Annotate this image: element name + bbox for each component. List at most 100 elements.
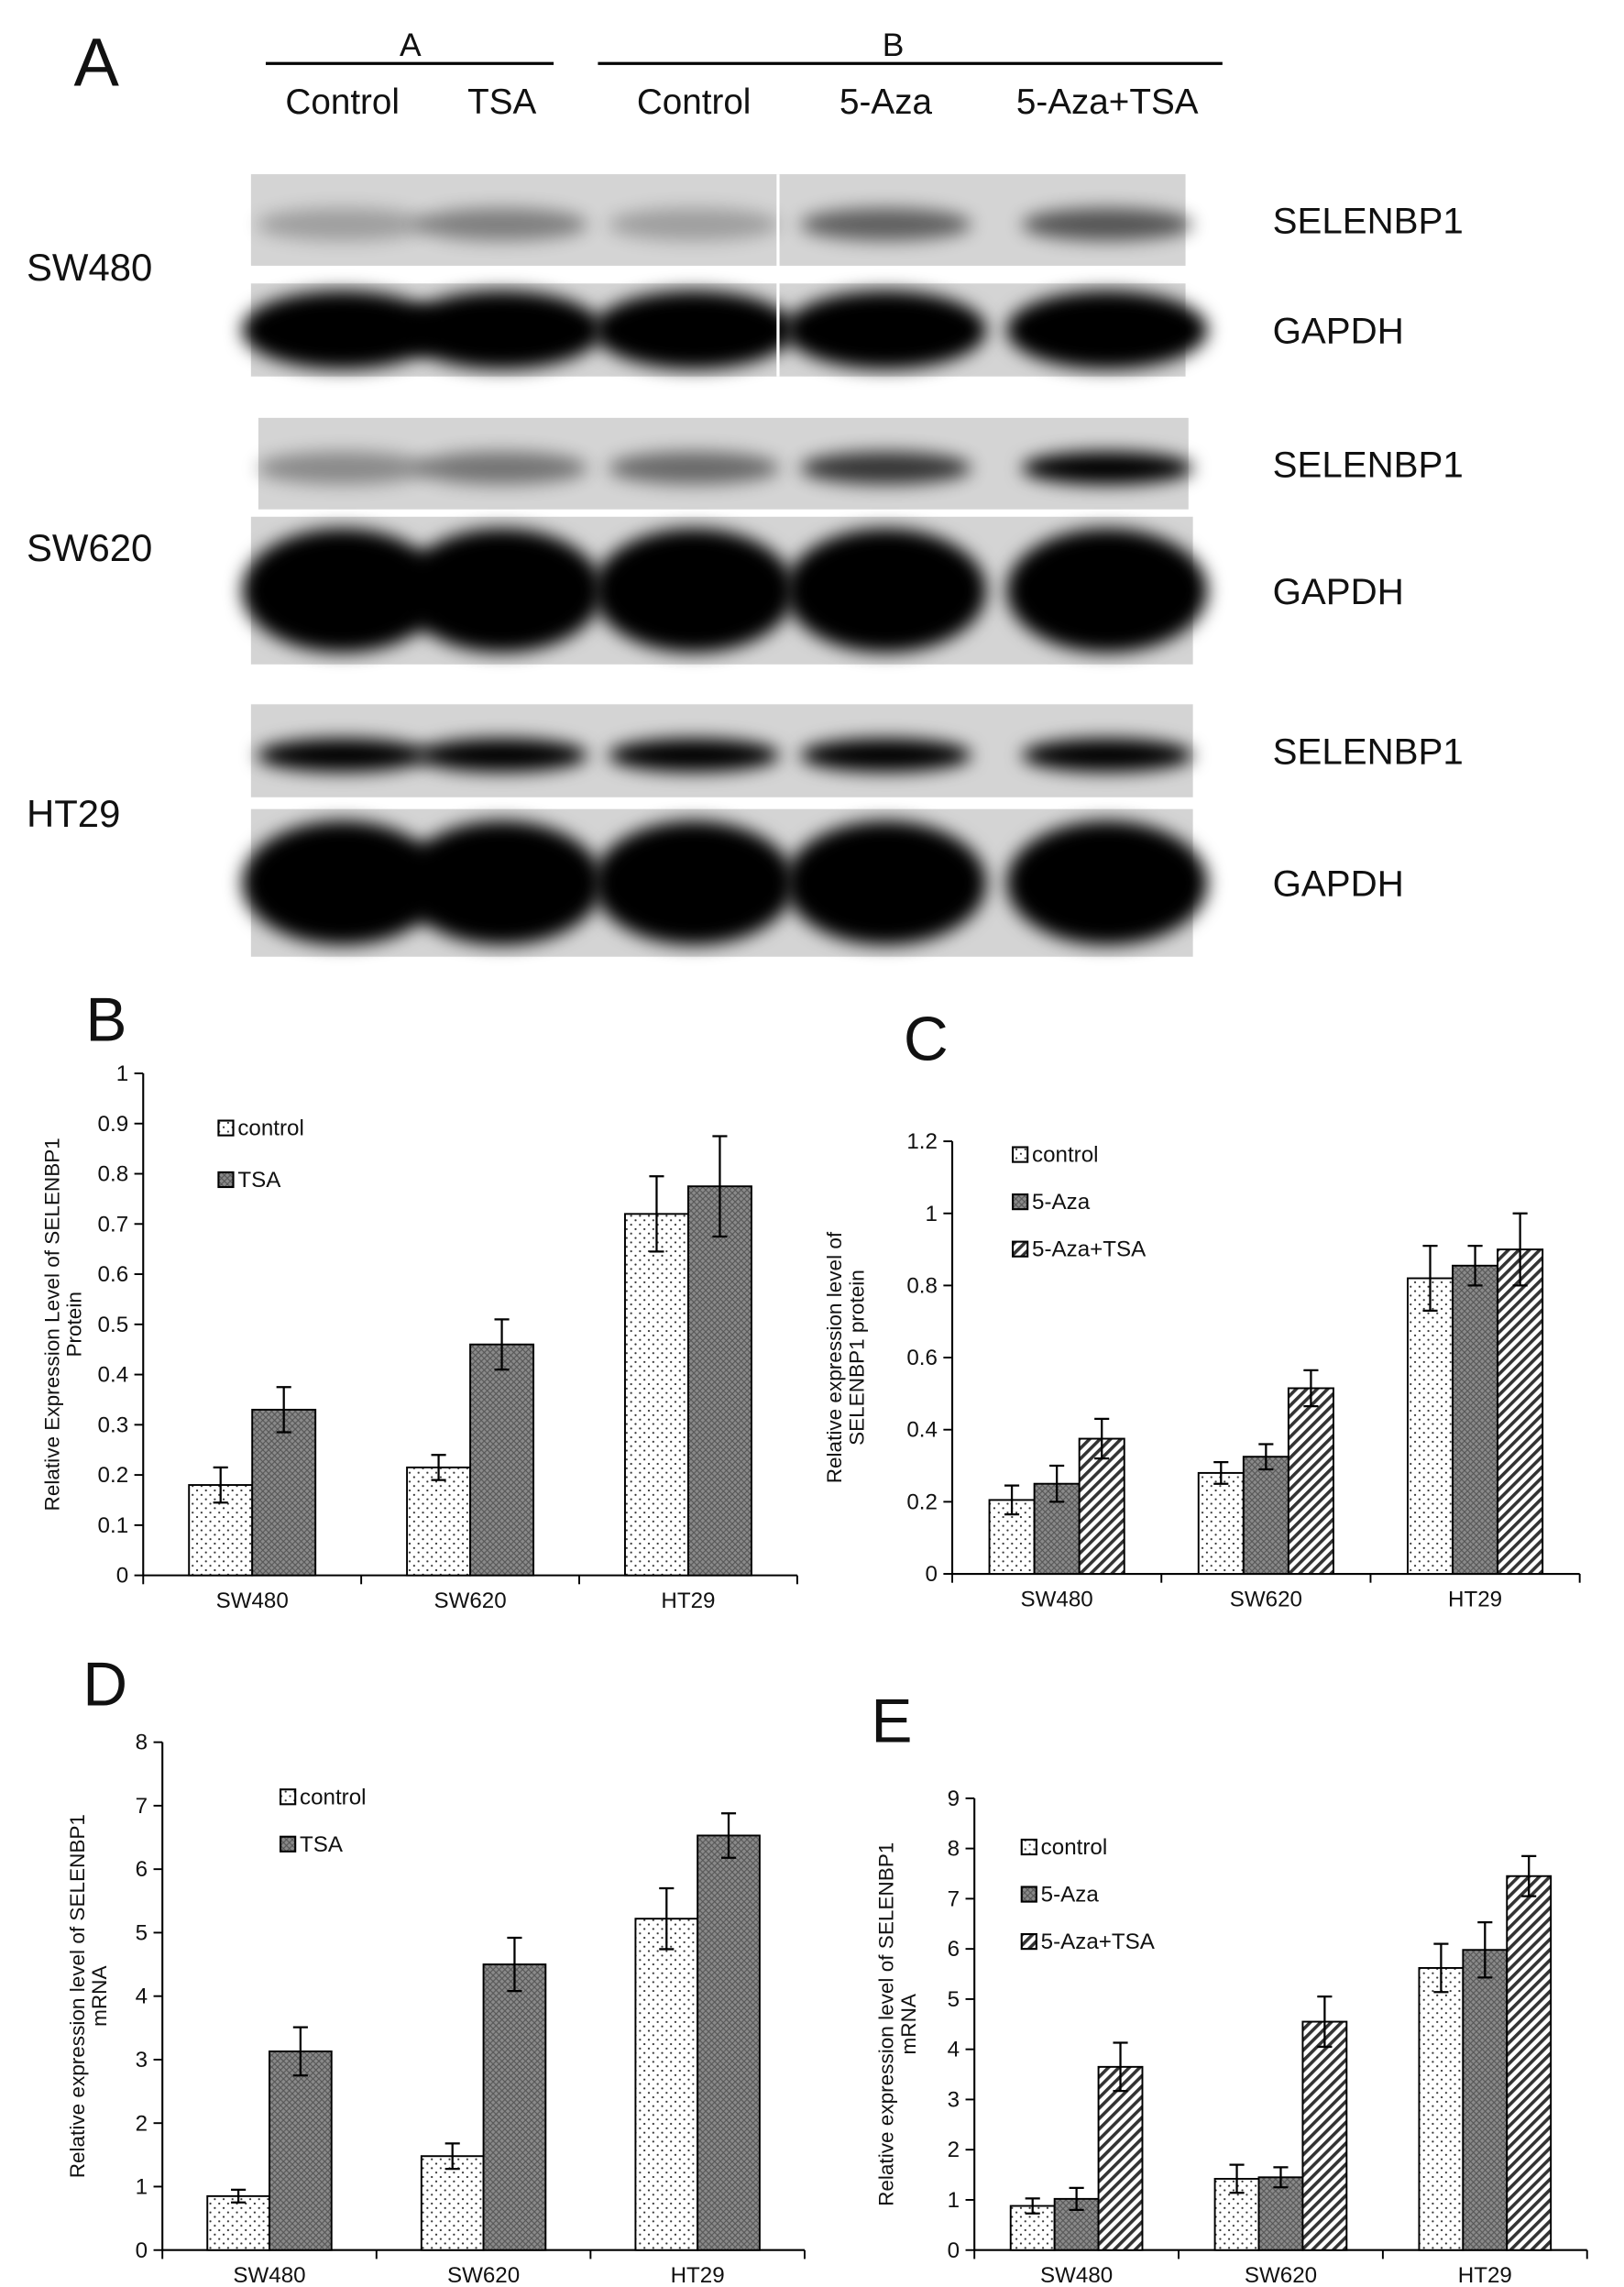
bar xyxy=(1452,1264,1499,1575)
cell-line-label: HT29 xyxy=(27,792,120,835)
error-bar xyxy=(292,2026,308,2077)
error-bar xyxy=(1433,1942,1449,1994)
blot-band xyxy=(416,738,588,773)
y-tick-label: 1 xyxy=(948,2188,960,2213)
panel-label: E xyxy=(871,1688,912,1756)
bar xyxy=(1287,1387,1334,1575)
y-tick-label: 1 xyxy=(925,1202,937,1226)
x-tick-label: SW620 xyxy=(1245,2263,1317,2287)
x-tick-label: HT29 xyxy=(1448,1587,1502,1611)
y-tick-label: 4 xyxy=(136,1985,148,2009)
cell-line-label: SW620 xyxy=(27,526,152,569)
bar xyxy=(1506,1875,1553,2251)
blot-band xyxy=(1006,291,1208,369)
error-bar xyxy=(1049,1464,1065,1503)
error-bar xyxy=(1094,1417,1110,1460)
error-bar xyxy=(1521,1854,1537,1897)
legend-label: TSA xyxy=(300,1832,344,1857)
blot-band xyxy=(1021,207,1193,241)
error-bar xyxy=(1317,1996,1333,2049)
blot-band xyxy=(242,528,444,653)
y-tick-label: 6 xyxy=(136,1857,148,1882)
x-tick-label: SW480 xyxy=(1021,1587,1093,1611)
legend-label: 5-Aza xyxy=(1032,1190,1091,1215)
y-tick-label: 8 xyxy=(136,1731,148,1755)
blot-band xyxy=(593,291,795,369)
bar xyxy=(482,1963,547,2251)
bar xyxy=(406,1466,472,1577)
y-tick-label: 0.7 xyxy=(98,1212,129,1237)
error-bar xyxy=(720,1812,737,1859)
blot-band xyxy=(593,820,795,945)
legend-label: control xyxy=(1032,1143,1099,1168)
y-axis-label: Protein xyxy=(63,1292,86,1357)
error-bar xyxy=(507,1936,522,1993)
y-tick-label: 9 xyxy=(948,1787,960,1811)
bar xyxy=(686,1185,752,1577)
y-tick-label: 0.3 xyxy=(98,1413,129,1437)
bar xyxy=(1407,1277,1454,1575)
y-tick-label: 8 xyxy=(948,1837,960,1862)
blot-band xyxy=(608,451,780,485)
y-tick-label: 0.9 xyxy=(98,1112,129,1137)
y-tick-label: 0 xyxy=(925,1562,937,1587)
blot-band xyxy=(1021,738,1193,773)
bar xyxy=(1418,1966,1465,2251)
y-tick-label: 0.5 xyxy=(98,1313,129,1337)
error-bar xyxy=(1229,2163,1245,2194)
bar xyxy=(206,2194,270,2251)
y-tick-label: 3 xyxy=(136,2048,148,2073)
x-tick-label: SW620 xyxy=(433,1589,506,1613)
lane-label: Control xyxy=(637,82,752,122)
lane-label: 5-Aza+TSA xyxy=(1016,82,1199,122)
legend-swatch xyxy=(280,1788,297,1806)
y-tick-label: 0 xyxy=(116,1564,128,1589)
protein-label: GAPDH xyxy=(1273,310,1404,351)
error-bar xyxy=(1004,1484,1020,1516)
error-bar xyxy=(1113,2041,1128,2093)
y-tick-label: 1 xyxy=(116,1061,128,1086)
error-bar xyxy=(659,1886,675,1951)
legend-label: 5-Aza+TSA xyxy=(1032,1237,1147,1262)
legend-label: control xyxy=(237,1116,304,1141)
blot-band xyxy=(416,207,588,241)
error-bar xyxy=(1303,1369,1319,1408)
y-tick-label: 2 xyxy=(948,2138,960,2162)
error-bar xyxy=(444,2142,460,2171)
lane-label: 5-Aza xyxy=(839,82,932,122)
group-label: B xyxy=(883,27,905,63)
y-tick-label: 0 xyxy=(136,2238,148,2263)
y-tick-label: 0.2 xyxy=(98,1463,129,1488)
bar xyxy=(469,1343,535,1577)
error-bar xyxy=(276,1386,291,1434)
y-axis-label: Relative Expression Level of SELENBP1 xyxy=(40,1138,63,1511)
group-label: A xyxy=(400,27,422,63)
lane-label: Control xyxy=(285,82,400,122)
legend-swatch xyxy=(1020,1886,1037,1903)
error-bar xyxy=(1422,1245,1438,1313)
legend-swatch xyxy=(1012,1193,1029,1211)
legend-label: 5-Aza xyxy=(1041,1883,1100,1908)
y-tick-label: 4 xyxy=(948,2038,960,2062)
legend-swatch xyxy=(1012,1146,1029,1163)
blot-band xyxy=(800,738,971,773)
y-axis-label: mRNA xyxy=(88,1965,111,2026)
blot-band xyxy=(593,528,795,653)
error-bar xyxy=(494,1318,510,1371)
bar xyxy=(1497,1248,1544,1575)
error-bar xyxy=(1512,1212,1528,1287)
bar xyxy=(697,1834,761,2251)
protein-label: GAPDH xyxy=(1273,863,1404,905)
legend-swatch xyxy=(217,1171,235,1189)
lane-label: TSA xyxy=(467,82,536,122)
blot-band xyxy=(1021,451,1193,485)
y-tick-label: 0.4 xyxy=(906,1418,938,1443)
bar xyxy=(1097,2065,1144,2251)
y-tick-label: 5 xyxy=(948,1987,960,2012)
panel-label: B xyxy=(85,986,126,1055)
blot-band xyxy=(242,291,444,369)
blot-band xyxy=(785,291,987,369)
error-bar xyxy=(231,2188,247,2204)
